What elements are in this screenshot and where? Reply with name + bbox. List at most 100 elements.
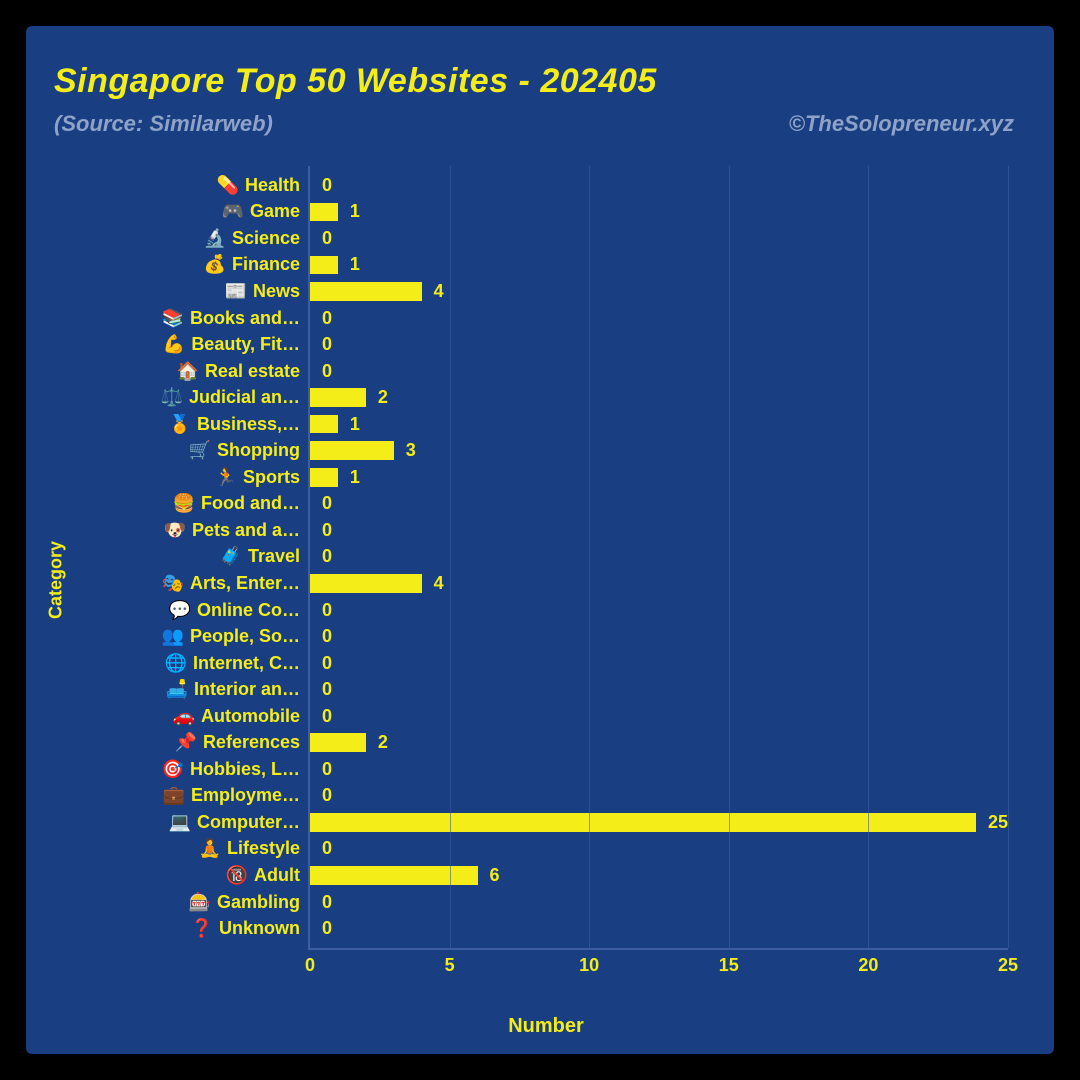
category-label: 💼 Employme…: [80, 785, 310, 806]
category-label: 🐶Pets and a…: [80, 520, 310, 541]
category-emoji-icon: 🎮: [222, 201, 244, 222]
y-axis-label: Category: [46, 541, 67, 619]
category-emoji-icon: 🛒: [189, 440, 211, 461]
category-emoji-icon: ❓: [191, 918, 213, 939]
bar-value-label: 0: [322, 493, 332, 514]
bar-row: 🎯Hobbies, L…0: [310, 756, 1008, 783]
category-label: 💪Beauty, Fit…: [80, 334, 310, 355]
bar-row: ❓Unknown0: [310, 915, 1008, 942]
bar-value-label: 1: [350, 201, 360, 222]
bar-row: 🍔Food and…0: [310, 491, 1008, 518]
bar: [310, 733, 366, 752]
category-text: Adult: [254, 865, 300, 886]
category-emoji-icon: 🔞: [226, 865, 248, 886]
category-label: 💬Online Co…: [80, 600, 310, 621]
category-text: Hobbies, L…: [190, 759, 300, 780]
category-label: 🔞 Adult: [80, 865, 310, 886]
category-emoji-icon: 💰: [204, 254, 226, 275]
bar-value-label: 1: [350, 467, 360, 488]
category-label: 🧘Lifestyle: [80, 838, 310, 859]
bar-value-label: 2: [378, 732, 388, 753]
grid-line: [1008, 166, 1009, 948]
category-label: 🏠Real estate: [80, 361, 310, 382]
bar-value-label: 0: [322, 520, 332, 541]
category-label: 🌐Internet, C…: [80, 653, 310, 674]
category-text: Science: [232, 228, 300, 249]
bar-row: 🌐Internet, C…0: [310, 650, 1008, 677]
category-label: 🔬 Science: [80, 228, 310, 249]
bar-row: 📰News4: [310, 278, 1008, 305]
bar-value-label: 0: [322, 308, 332, 329]
category-emoji-icon: 💼: [163, 785, 185, 806]
bar-value-label: 0: [322, 892, 332, 913]
bar-row: 💊Health0: [310, 172, 1008, 199]
category-text: Lifestyle: [227, 838, 300, 859]
category-label: ⚖️ Judicial an…: [80, 387, 310, 408]
x-tick-label: 10: [579, 955, 599, 976]
bar-row: 💻Computer…25: [310, 809, 1008, 836]
plot-area: Category 💊Health0🎮Game1🔬Science0💰Finance…: [74, 166, 1018, 994]
category-emoji-icon: 💻: [169, 812, 191, 833]
category-text: Gambling: [217, 892, 300, 913]
page-frame: Singapore Top 50 Websites - 202405 (Sour…: [0, 0, 1080, 1080]
bar-row: 💬Online Co…0: [310, 597, 1008, 624]
category-label: ❓Unknown: [80, 918, 310, 939]
category-label: 🏃Sports: [80, 467, 310, 488]
category-emoji-icon: 🏠: [177, 361, 199, 382]
bar: [310, 282, 422, 301]
bar-row: 🏃Sports1: [310, 464, 1008, 491]
category-emoji-icon: ⚖️: [161, 387, 183, 408]
bar-value-label: 0: [322, 626, 332, 647]
category-emoji-icon: 🏅: [169, 414, 191, 435]
category-text: Pets and a…: [192, 520, 300, 541]
category-text: Business,…: [197, 414, 300, 435]
category-emoji-icon: 📰: [225, 281, 247, 302]
bar-row: 🔬Science0: [310, 225, 1008, 252]
category-label: 🏅 Business,…: [80, 414, 310, 435]
category-label: 🚗Automobile: [80, 706, 310, 727]
category-text: Travel: [248, 546, 300, 567]
category-text: Employme…: [191, 785, 300, 806]
category-emoji-icon: 💬: [169, 600, 191, 621]
bar: [310, 441, 394, 460]
category-label: 📚Books and…: [80, 308, 310, 329]
category-label: 🛒Shopping: [80, 440, 310, 461]
category-text: Game: [250, 201, 300, 222]
bar-value-label: 1: [350, 414, 360, 435]
x-tick-label: 0: [305, 955, 315, 976]
bar-value-label: 0: [322, 838, 332, 859]
bar-row: 🎰Gambling0: [310, 889, 1008, 916]
bar-value-label: 0: [322, 706, 332, 727]
bar-row: 🏅Business,…1: [310, 411, 1008, 438]
category-text: Sports: [243, 467, 300, 488]
category-label: 🎭Arts, Enter…: [80, 573, 310, 594]
bar-value-label: 25: [988, 812, 1008, 833]
bar: [310, 813, 976, 832]
category-emoji-icon: 🌐: [165, 653, 187, 674]
grid-line: [729, 166, 730, 948]
subtitle-row: (Source: Similarweb) ©TheSolopreneur.xyz: [54, 111, 1026, 137]
bar-row: 🧘Lifestyle0: [310, 836, 1008, 863]
x-tick-label: 25: [998, 955, 1018, 976]
bar-row: 🎭Arts, Enter…4: [310, 570, 1008, 597]
bar-value-label: 0: [322, 759, 332, 780]
x-tick-label: 5: [445, 955, 455, 976]
bar-value-label: 3: [406, 440, 416, 461]
bar-value-label: 0: [322, 361, 332, 382]
category-emoji-icon: 💪: [163, 334, 185, 355]
category-text: News: [253, 281, 300, 302]
category-label: 💰Finance: [80, 254, 310, 275]
category-emoji-icon: 💊: [217, 175, 239, 196]
category-text: Judicial an…: [189, 387, 300, 408]
bar: [310, 415, 338, 434]
category-text: Health: [245, 175, 300, 196]
bar-row: 🏠Real estate0: [310, 358, 1008, 385]
bar-value-label: 6: [490, 865, 500, 886]
category-emoji-icon: 🎯: [162, 759, 184, 780]
bar-row: 💼Employme…0: [310, 783, 1008, 810]
bar-row: 👥People, So…0: [310, 623, 1008, 650]
credit-text: ©TheSolopreneur.xyz: [789, 111, 1014, 137]
bar: [310, 866, 478, 885]
category-label: 📰 News: [80, 281, 310, 302]
category-emoji-icon: 🔬: [204, 228, 226, 249]
